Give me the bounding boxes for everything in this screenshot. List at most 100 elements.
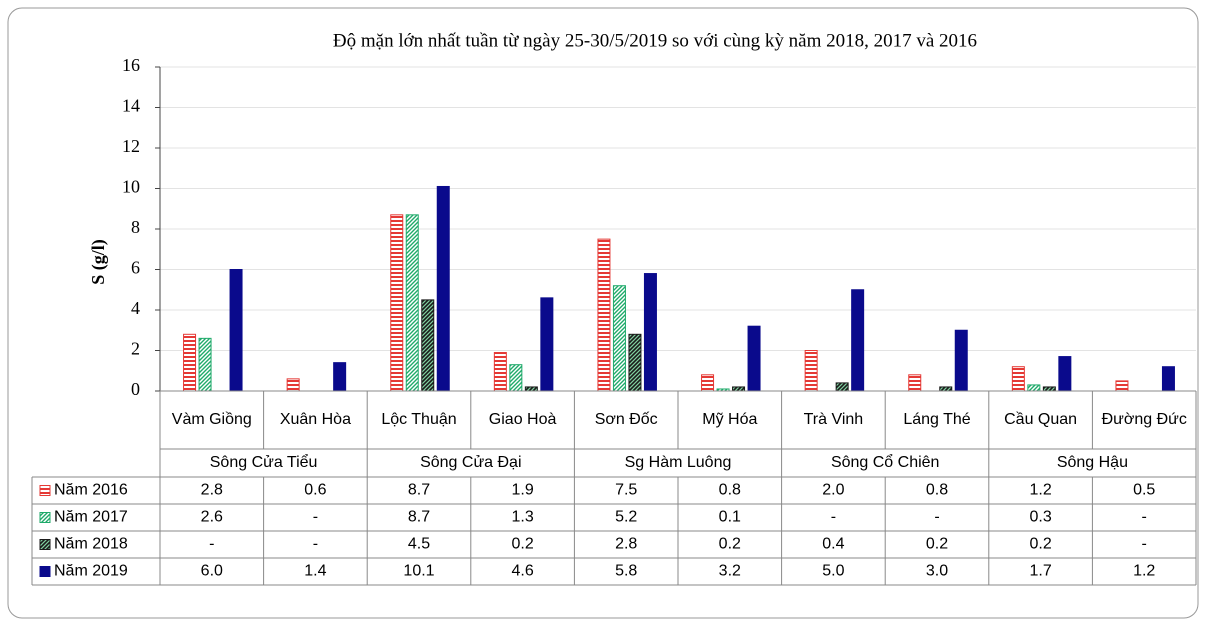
bar	[540, 297, 554, 392]
x-tick-label: Sơn Đốc	[595, 411, 658, 428]
table-value: 5.8	[615, 563, 637, 580]
table-value: 4.5	[408, 536, 430, 553]
table-value: 3.2	[719, 563, 741, 580]
table-value: 6.0	[201, 563, 223, 580]
bar	[1161, 366, 1175, 392]
table-value: 0.2	[719, 536, 741, 553]
bar	[908, 374, 922, 392]
bar	[436, 185, 450, 392]
table-value: 2.8	[615, 536, 637, 553]
y-tick-label: 12	[122, 136, 140, 156]
bar	[493, 352, 507, 392]
table-value: 1.7	[1029, 563, 1051, 580]
table-value: 5.0	[822, 563, 844, 580]
table-value: -	[1142, 509, 1147, 526]
legend-key	[39, 539, 51, 550]
table-value: 0.8	[719, 482, 741, 499]
table-value: 7.5	[615, 482, 637, 499]
bar	[835, 382, 849, 392]
bar	[229, 269, 243, 392]
legend-label: Năm 2016	[54, 482, 128, 499]
legend-key	[39, 485, 51, 496]
group-label: Sông Cửa Tiểu	[210, 453, 318, 471]
table-value: 1.3	[511, 509, 533, 526]
bar	[1058, 356, 1072, 392]
table-value: 0.5	[1133, 482, 1155, 499]
table-value: 8.7	[408, 482, 430, 499]
table-value: -	[1142, 536, 1147, 553]
x-tick-label: Cầu Quan	[1004, 411, 1077, 428]
bar	[939, 386, 953, 392]
y-tick-label: 8	[131, 217, 140, 237]
bar	[1027, 384, 1041, 392]
group-label: Sông Cửa Đại	[420, 454, 521, 471]
table-value: -	[831, 509, 836, 526]
bar	[183, 333, 197, 392]
y-tick-label: 14	[122, 96, 140, 116]
table-value: -	[313, 536, 318, 553]
chart-title: Độ mặn lớn nhất tuần từ ngày 25-30/5/201…	[333, 30, 977, 51]
table-value: 1.2	[1029, 482, 1051, 499]
table-value: -	[313, 509, 318, 526]
bar	[524, 386, 538, 392]
legend-label: Năm 2018	[54, 536, 128, 553]
table-value: 0.2	[1029, 536, 1051, 553]
legend-key	[39, 566, 51, 577]
bar	[1042, 386, 1056, 392]
table-value: 0.1	[719, 509, 741, 526]
bar	[747, 325, 761, 392]
bar	[509, 364, 523, 392]
table-value: 0.6	[304, 482, 326, 499]
table-value: 0.3	[1029, 509, 1051, 526]
table-value: 0.2	[926, 536, 948, 553]
x-tick-label: Láng Thé	[903, 411, 970, 428]
x-tick-label: Lộc Thuận	[381, 411, 456, 428]
x-tick-label: Mỹ Hóa	[702, 411, 757, 428]
table-value: 0.4	[822, 536, 844, 553]
group-label: Sông Cổ Chiên	[831, 453, 940, 471]
y-tick-label: 2	[131, 339, 140, 359]
x-tick-label: Xuân Hòa	[280, 411, 351, 428]
table-value: 2.0	[822, 482, 844, 499]
bar	[1011, 366, 1025, 392]
bar	[286, 378, 300, 392]
table-value: 5.2	[615, 509, 637, 526]
table-value: 3.0	[926, 563, 948, 580]
table-value: 0.2	[511, 536, 533, 553]
x-tick-label: Vàm Giồng	[172, 411, 252, 428]
y-tick-label: 0	[131, 379, 140, 399]
y-tick-label: 4	[131, 298, 140, 318]
bar	[643, 273, 657, 392]
y-tick-label: 16	[122, 55, 140, 75]
table-value: 2.8	[201, 482, 223, 499]
legend-label: Năm 2017	[54, 509, 128, 526]
bar	[333, 362, 347, 392]
bar	[701, 374, 715, 392]
bar	[628, 333, 642, 392]
table-value: 1.4	[304, 563, 326, 580]
bar	[597, 238, 611, 392]
bar	[198, 337, 212, 392]
x-tick-label: Giao Hoà	[489, 411, 557, 428]
bar	[421, 299, 435, 392]
bar	[1115, 380, 1129, 392]
legend-label: Năm 2019	[54, 563, 128, 580]
bar	[612, 285, 626, 392]
table-value: 8.7	[408, 509, 430, 526]
x-tick-label: Trà Vinh	[804, 411, 864, 428]
table-value: -	[209, 536, 214, 553]
x-tick-label: Đường Đức	[1102, 411, 1187, 428]
table-value: 1.2	[1133, 563, 1155, 580]
bar	[851, 289, 865, 392]
bar	[732, 386, 746, 392]
table-value: 2.6	[201, 509, 223, 526]
table-value: -	[934, 509, 939, 526]
bar	[954, 329, 968, 392]
bar	[804, 350, 818, 392]
y-axis-label: S (g/l)	[88, 239, 109, 285]
group-label: Sông Hậu	[1057, 454, 1128, 471]
table-value: 1.9	[511, 482, 533, 499]
y-tick-label: 6	[131, 258, 140, 278]
legend-key	[39, 512, 51, 523]
